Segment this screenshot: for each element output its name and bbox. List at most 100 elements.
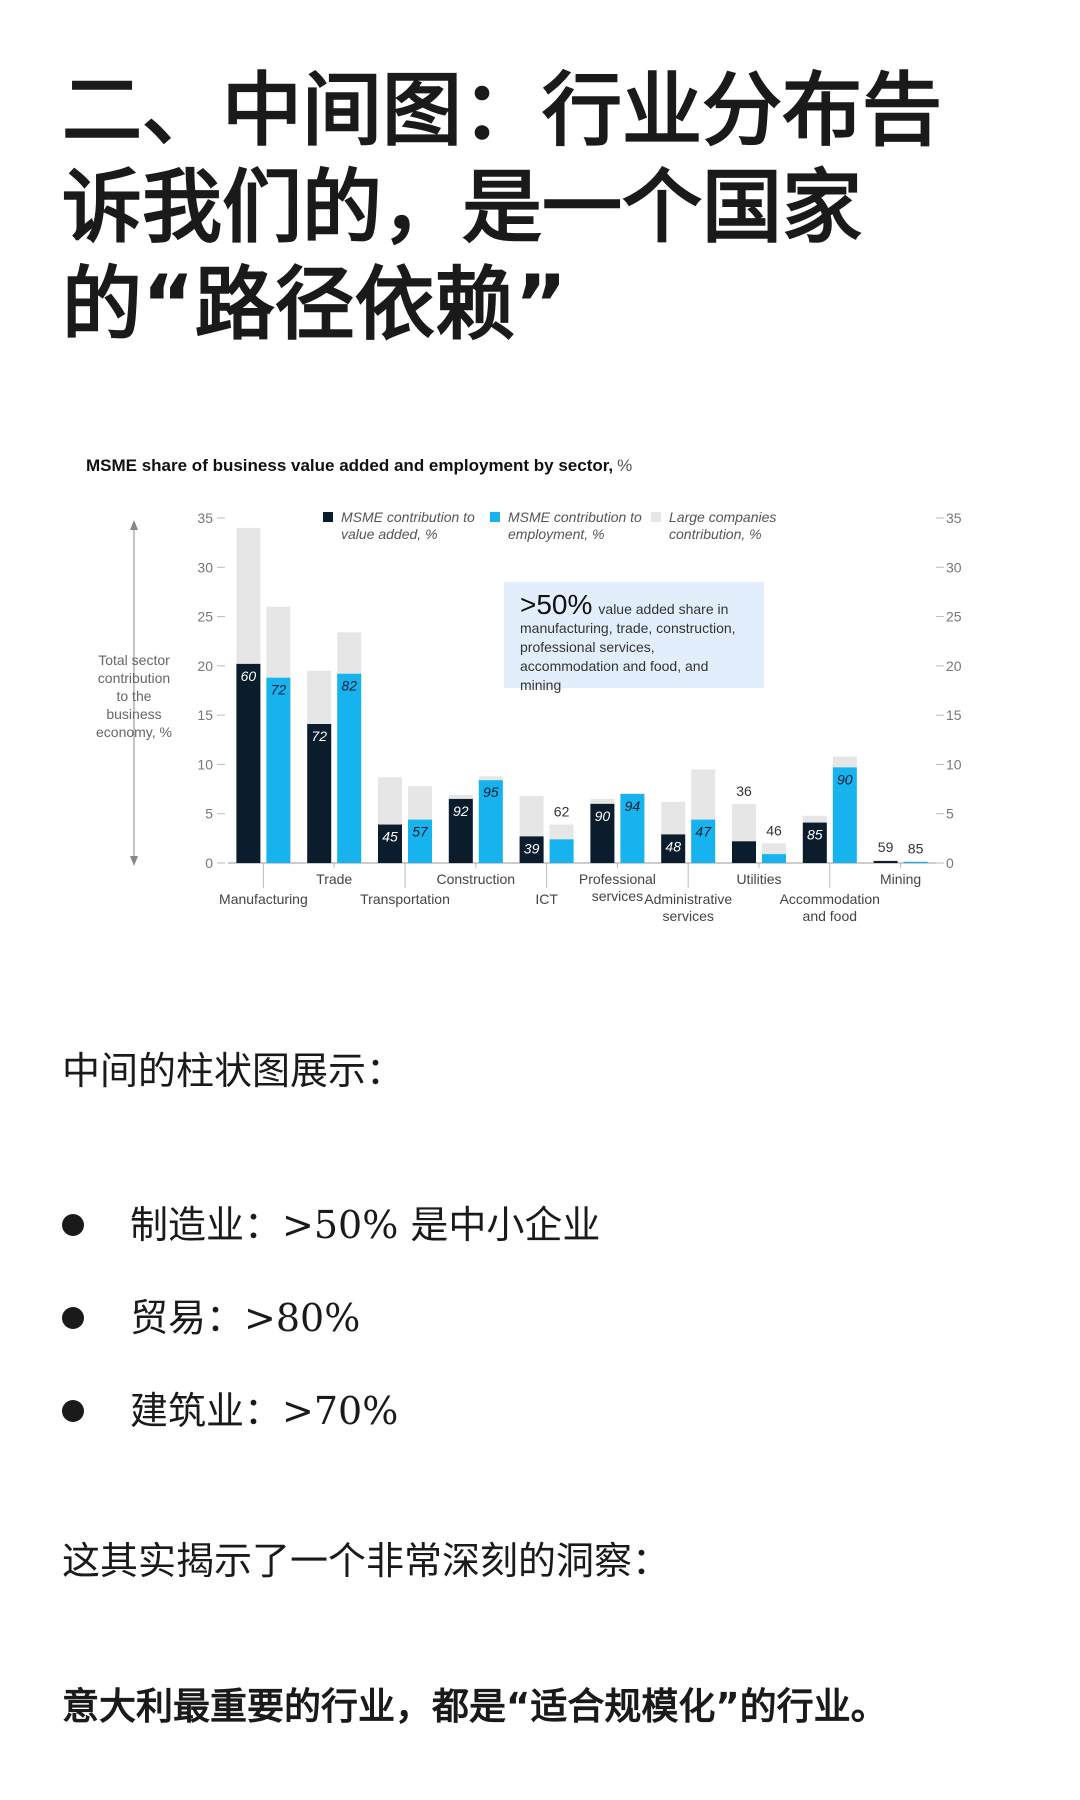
bar-data-label: 47 [695, 824, 712, 840]
callout-text-line: accommodation and food, and [520, 658, 708, 674]
bar-data-label: 95 [483, 784, 499, 800]
y-tick-label-right: 15 [946, 707, 962, 723]
x-category-label-line: services [663, 908, 714, 924]
x-category-label-line: Professional [579, 871, 656, 887]
legend-label-line: employment, % [508, 526, 604, 542]
bullet-text: 贸易：>80% [130, 1296, 361, 1340]
y-tick-label-right: 5 [946, 806, 954, 822]
callout-text: value added share in manufacturing, trade… [520, 601, 736, 693]
bullet-dot-icon [62, 1400, 84, 1422]
x-category-label-line: ICT [535, 891, 558, 907]
bar-data-label: 90 [595, 808, 611, 824]
bar-data-label: 62 [554, 804, 570, 820]
y-tick-label-right: 20 [946, 658, 962, 674]
x-category-label-line: Manufacturing [219, 891, 308, 907]
x-category-label-line: Mining [880, 871, 921, 887]
x-category-label: Utilities [736, 871, 781, 887]
y-tick-label-right: 10 [946, 756, 962, 772]
x-category-label: Professional services [579, 871, 656, 904]
callout-text-line: professional services, [520, 639, 655, 655]
chart-legend: MSME contribution to value added, % MSME c… [323, 509, 776, 542]
bar-msme-value-added [519, 836, 544, 863]
x-category-label: Administrative services [644, 891, 732, 924]
bar-data-label: 39 [524, 840, 540, 856]
bar-msme-value-added [802, 822, 827, 863]
x-category-label-line: Administrative [644, 891, 732, 907]
legend-swatch [490, 512, 500, 522]
bar-data-label: 59 [878, 839, 894, 855]
y-tick-label-right: 30 [946, 559, 962, 575]
x-category-label-line: and food [803, 908, 858, 924]
bar-msme-employment [266, 677, 291, 863]
label-layer: 60 72 Manufacturing 72 82 Trade 45 57 Transporta… [219, 668, 924, 924]
callout-box [504, 582, 764, 688]
y-axis-title-line: to the [116, 688, 151, 704]
bullet-dot-icon [62, 1214, 84, 1236]
y-tick-label-left: 15 [197, 707, 213, 723]
legend-swatch [323, 512, 333, 522]
bullet-text: 建筑业：>70% [130, 1389, 399, 1433]
callout-text-line: mining [520, 677, 561, 693]
x-category-label-line: Accommodation [780, 891, 880, 907]
bar-msme-value-added [732, 841, 756, 863]
bar-data-label: 90 [837, 771, 853, 787]
bullet-item: 贸易：>80% [62, 1293, 600, 1386]
bar-data-label: 82 [341, 678, 357, 694]
x-category-label: Manufacturing [219, 891, 308, 907]
bar-data-label: 94 [625, 798, 641, 814]
bar-data-label: 45 [382, 829, 398, 845]
callout-headline: >50% [520, 589, 592, 620]
legend-label-line: contribution, % [669, 526, 762, 542]
x-category-label-line: services [592, 888, 643, 904]
x-category-label-line: Construction [437, 871, 516, 887]
bar-msme-employment [903, 861, 928, 863]
article-heading: 二、中间图：行业分布告诉我们的，是一个国家的“路径依赖” [62, 64, 942, 351]
x-category-label-line: Utilities [736, 871, 781, 887]
x-category-label: Construction [437, 871, 516, 887]
bullet-dot-icon [62, 1307, 84, 1329]
legend-label-line: Large companies [669, 509, 776, 525]
chart-canvas: MSME share of business value added and e… [86, 456, 962, 924]
bar-data-label: 36 [736, 783, 752, 799]
bar-msme-value-added [448, 798, 473, 863]
legend-label: MSME contribution to value added, % [341, 509, 475, 542]
y-tick-label-right: 0 [946, 855, 954, 871]
bullet-list: 制造业：>50% 是中小企业 贸易：>80% 建筑业：>70% [62, 1200, 600, 1479]
legend-swatch [651, 512, 661, 522]
bar-msme-employment [620, 794, 645, 863]
conclusion-text: 意大利最重要的行业，都是“适合规模化”的行业。 [62, 1685, 888, 1728]
bar-msme-value-added [378, 824, 402, 863]
bar-data-label: 72 [311, 728, 327, 744]
bar-data-label: 60 [241, 668, 257, 684]
bar-data-label: 57 [412, 824, 429, 840]
bar-msme-employment [549, 839, 574, 863]
y-axis-title-line: business [106, 706, 161, 722]
bar-data-label: 72 [271, 682, 287, 698]
arrow-down-icon [130, 856, 138, 866]
x-category-label-line: Trade [316, 871, 352, 887]
chart-title: MSME share of business value added and e… [86, 456, 632, 475]
legend-label: Large companies contribution, % [669, 509, 776, 542]
legend-label-line: MSME contribution to [508, 509, 642, 525]
bar-data-label: 46 [766, 822, 782, 838]
bullet-item: 制造业：>50% 是中小企业 [62, 1200, 600, 1293]
y-tick-label-left: 25 [197, 609, 213, 625]
bar-msme-value-added [236, 663, 261, 863]
y-tick-label-left: 0 [205, 855, 213, 871]
x-category-label: Transportation [360, 891, 450, 907]
y-tick-label-left: 35 [197, 510, 213, 526]
bullet-item: 建筑业：>70% [62, 1386, 600, 1479]
bar-data-label: 85 [908, 841, 924, 857]
y-axis-title: Total sector contribution to the business ec… [96, 652, 172, 740]
callout-text-line: manufacturing, trade, construction, [520, 620, 736, 636]
y-tick-label-right: 35 [946, 510, 962, 526]
callout-text-line: value added share in [598, 601, 728, 617]
bar-msme-employment [337, 673, 362, 863]
bar-msme-employment [408, 819, 432, 863]
bar-msme-employment [762, 854, 786, 863]
bar-msme-employment [832, 767, 857, 863]
legend-label: MSME contribution to employment, % [508, 509, 642, 542]
bar-msme-employment [478, 780, 503, 863]
bar-data-label: 92 [453, 803, 469, 819]
bar-layer [236, 527, 928, 863]
